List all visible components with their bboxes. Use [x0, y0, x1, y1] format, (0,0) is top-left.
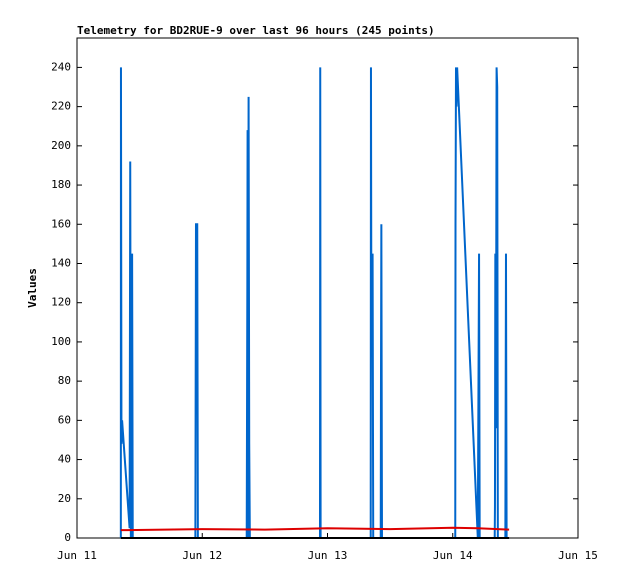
y-tick-label: 80	[58, 374, 71, 387]
x-tick-label: Jun 12	[182, 549, 222, 562]
y-tick-label: 40	[58, 453, 71, 466]
y-tick-label: 140	[51, 256, 71, 269]
x-tick-label: Jun 15	[558, 549, 598, 562]
series-line	[120, 526, 510, 532]
y-tick-label: 100	[51, 335, 71, 348]
y-tick-label: 20	[58, 492, 71, 505]
y-tick-label: 120	[51, 296, 71, 309]
y-tick-label: 60	[58, 413, 71, 426]
y-tick-label: 160	[51, 217, 71, 230]
y-tick-label: 0	[64, 531, 71, 544]
y-axis-label: Values	[26, 268, 39, 308]
chart-title: Telemetry for BD2RUE-9 over last 96 hour…	[77, 24, 435, 37]
y-tick-label: 180	[51, 178, 71, 191]
y-tick-label: 240	[51, 60, 71, 73]
y-tick-label: 220	[51, 100, 71, 113]
x-tick-label: Jun 11	[57, 549, 97, 562]
series-line	[119, 67, 508, 539]
plot-frame	[76, 37, 579, 539]
x-tick-label: Jun 14	[433, 549, 473, 562]
x-tick-label: Jun 13	[308, 549, 348, 562]
y-tick-label: 200	[51, 139, 71, 152]
